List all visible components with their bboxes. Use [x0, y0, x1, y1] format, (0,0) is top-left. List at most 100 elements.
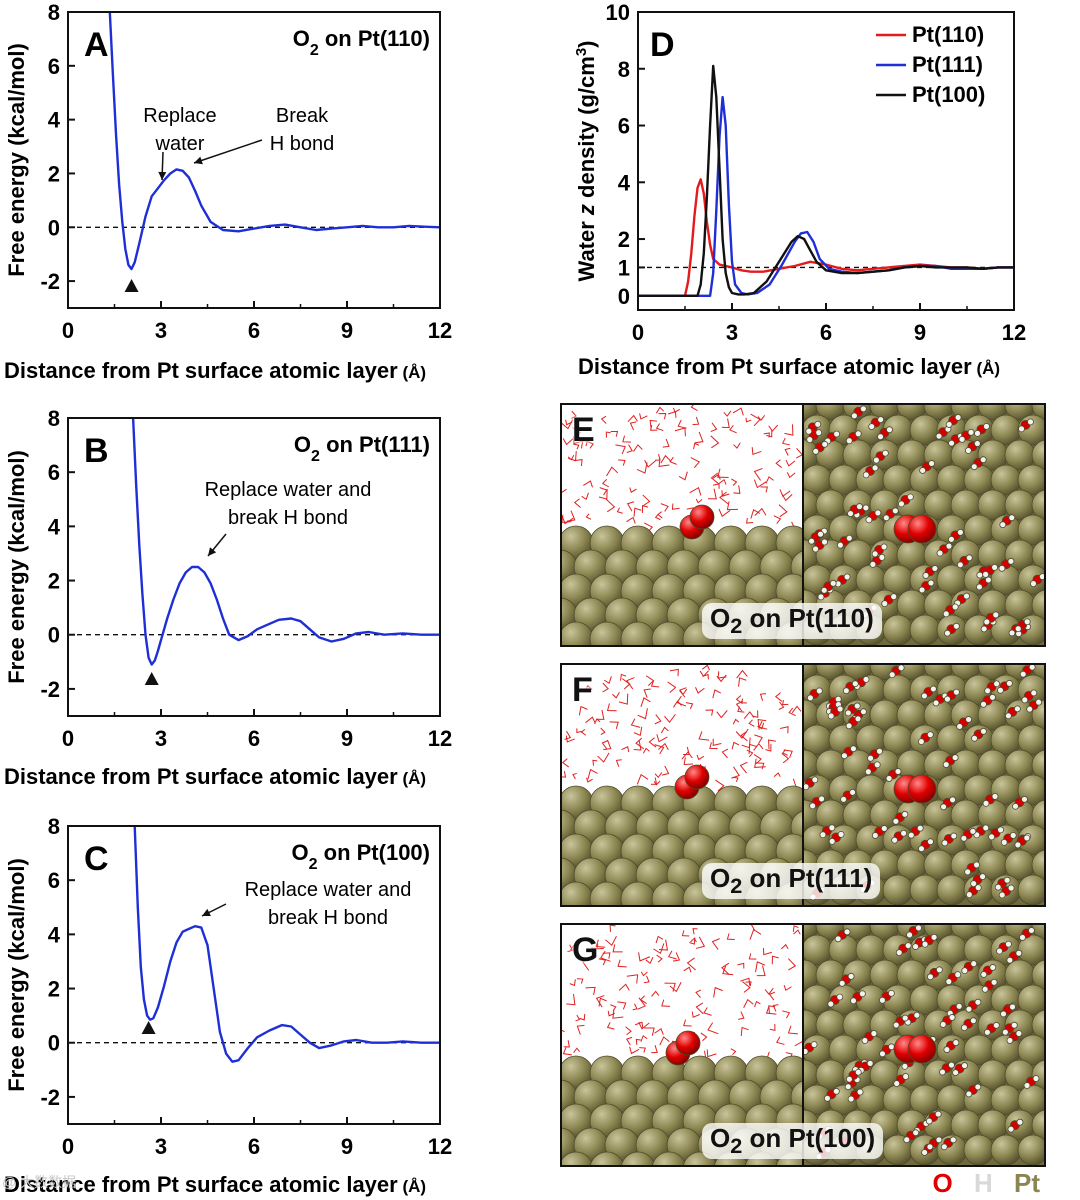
hydrogen-atom: [1005, 940, 1012, 948]
y-tick-label: 4: [48, 108, 61, 133]
hydrogen-atom: [1019, 670, 1027, 678]
water-molecule: [609, 925, 616, 932]
platinum-atom: [1017, 564, 1044, 596]
platinum-atom: [1031, 589, 1044, 621]
hydrogen-atom: [862, 471, 870, 479]
water-molecule: [713, 986, 723, 998]
water-molecule: [759, 693, 767, 701]
ylabel-text: Free energy (kcal/mol): [4, 43, 29, 277]
hydrogen-atom: [880, 543, 888, 551]
hydrogen-atom: [818, 795, 826, 803]
water-molecule: [707, 1022, 719, 1035]
hydrogen-atom: [847, 972, 855, 980]
hydrogen-atom: [854, 715, 862, 723]
water-molecule: [629, 487, 637, 493]
hydrogen-atom: [901, 1014, 909, 1022]
platinum-atom: [804, 925, 820, 941]
water-molecule: [669, 982, 682, 993]
hydrogen-atom: [1000, 838, 1008, 846]
hydrogen-atom: [965, 554, 973, 562]
water-molecule: [787, 1025, 799, 1035]
panel-caption-e: O2 on Pt(110): [702, 602, 882, 639]
hydrogen-atom: [936, 549, 944, 557]
water-molecule: [564, 730, 572, 740]
water-molecule: [572, 427, 582, 438]
water-molecule: [721, 490, 730, 497]
water-molecule: [627, 414, 638, 423]
hydrogen-atom: [827, 712, 835, 720]
hydrogen-atom: [853, 702, 861, 710]
hydrogen-atom: [971, 734, 978, 742]
water-molecule: [765, 476, 774, 484]
water-molecule: [565, 419, 573, 426]
hydrogen-atom: [1035, 698, 1043, 706]
y-tick-label: 1: [618, 255, 630, 280]
hydrogen-atom: [901, 1063, 909, 1070]
panel-label-a: A: [84, 26, 109, 64]
plot-frame: [67, 417, 441, 717]
water-molecule: [640, 697, 651, 707]
water-molecule: [566, 993, 576, 1006]
side-view-illustration-e: [562, 405, 802, 645]
water-molecule: [716, 710, 728, 719]
hydrogen-atom: [960, 1024, 968, 1032]
water-molecule: [659, 1036, 670, 1046]
water-molecule: [719, 491, 729, 505]
platinum-atom: [1031, 959, 1044, 991]
water-molecule: [692, 928, 698, 935]
water-molecule: [794, 1041, 802, 1047]
hydrogen-atom: [935, 432, 943, 440]
water-molecule: [609, 721, 619, 730]
y-tick-label: 4: [48, 514, 61, 539]
hydrogen-atom: [919, 467, 927, 474]
water-molecule: [651, 1045, 658, 1054]
hydrogen-atom: [1008, 514, 1016, 522]
water-molecule: [654, 744, 665, 755]
hydrogen-atom: [961, 967, 969, 975]
hydrogen-atom: [868, 423, 876, 430]
hydrogen-atom: [1008, 629, 1016, 637]
hydrogen-atom: [1003, 876, 1011, 884]
water-molecule: [579, 1013, 586, 1021]
water-molecule: [751, 447, 762, 455]
plot-frame: [67, 825, 441, 1125]
hydrogen-atom: [906, 931, 913, 939]
hydrogen-atom: [1016, 1118, 1024, 1126]
oxygen-atom: [907, 774, 937, 804]
hydrogen-atom: [974, 1083, 982, 1091]
water-molecule: [690, 937, 697, 943]
water-molecule: [645, 957, 654, 965]
hydrogen-atom: [834, 935, 842, 943]
hydrogen-atom: [970, 880, 978, 887]
water-molecule: [643, 975, 650, 984]
water-molecule: [686, 957, 696, 971]
water-molecule: [626, 501, 635, 512]
water-molecule: [654, 772, 663, 779]
hydrogen-atom: [948, 1014, 956, 1021]
snapshot-panel-g: G O2 on Pt(100): [560, 923, 1046, 1167]
water-molecule: [701, 665, 710, 671]
hydrogen-atom: [1039, 573, 1044, 581]
hydrogen-atom: [841, 752, 848, 760]
water-molecule: [768, 991, 775, 1001]
hydrogen-atom: [951, 603, 959, 611]
water-molecule: [706, 1049, 717, 1058]
water-molecule: [674, 427, 686, 437]
hydrogen-atom: [996, 947, 1003, 955]
water-molecule: [787, 958, 797, 971]
water-molecule: [657, 511, 663, 519]
x-axis-label: Distance from Pt surface atomic layer (Å…: [4, 1172, 426, 1197]
water-molecule: [655, 423, 664, 432]
y-tick-label: 10: [606, 0, 630, 25]
water-molecule: [782, 749, 788, 756]
hydrogen-atom: [871, 464, 879, 472]
water-molecule: [681, 751, 693, 760]
hydrogen-atom: [851, 680, 859, 688]
water-molecule: [621, 678, 631, 690]
hydrogen-atom: [925, 1117, 933, 1125]
chart-title: O2 on Pt(100): [292, 840, 431, 873]
water-molecule: [712, 689, 722, 699]
hydrogen-atom: [820, 586, 828, 594]
hydrogen-atom: [956, 561, 964, 569]
